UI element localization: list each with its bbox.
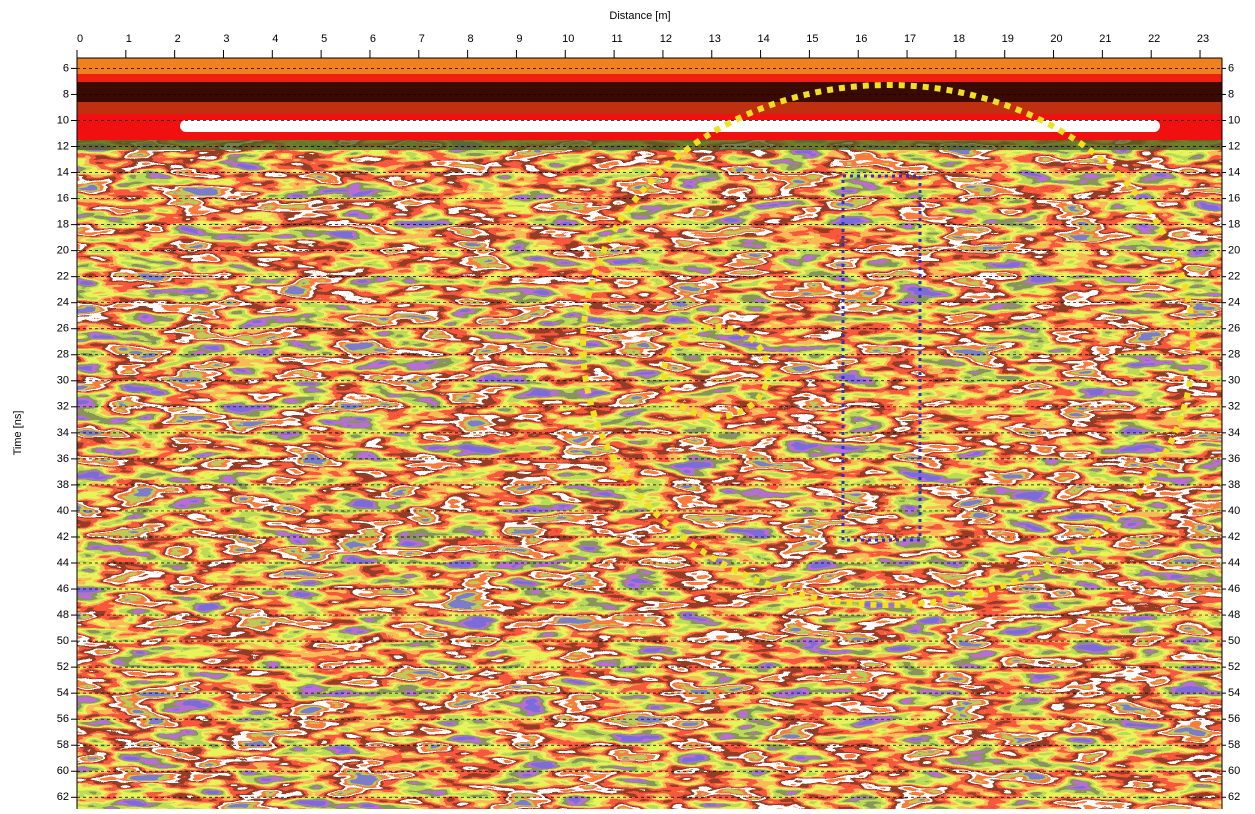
y-tick-label: 58	[1228, 739, 1240, 751]
y-tick-label: 50	[1228, 635, 1240, 647]
y-tick-label: 56	[57, 713, 69, 725]
y-tick-label: 22	[1228, 271, 1240, 283]
anomaly-outline	[580, 82, 1196, 608]
y-tick-label: 28	[1228, 349, 1240, 361]
y-tick-label: 18	[57, 219, 69, 231]
y-axis-label: Time [ns]	[12, 411, 24, 456]
y-tick-label: 10	[1228, 114, 1240, 126]
y-tick-label: 36	[57, 453, 69, 465]
surface-band	[77, 74, 1222, 82]
x-tick-label: 21	[1099, 33, 1111, 45]
y-tick-label: 22	[57, 271, 69, 283]
y-tick-label: 38	[1228, 479, 1240, 491]
y-tick-label: 40	[57, 505, 69, 517]
y-tick-label: 60	[1228, 765, 1240, 777]
x-tick-label: 6	[370, 33, 376, 45]
surface-band	[77, 82, 1222, 102]
x-tick-label: 16	[855, 33, 867, 45]
y-tick-label: 20	[57, 245, 69, 257]
x-tick-label: 17	[904, 33, 916, 45]
y-tick-label: 34	[1228, 427, 1240, 439]
anomaly-outline	[661, 324, 771, 420]
x-tick-label: 18	[953, 33, 965, 45]
y-tick-label: 32	[57, 401, 69, 413]
x-tick-label: 5	[321, 33, 327, 45]
x-tick-label: 12	[660, 33, 672, 45]
y-tick-label: 44	[1228, 557, 1240, 569]
x-tick-label: 19	[1002, 33, 1014, 45]
y-tick-label: 10	[57, 114, 69, 126]
y-tick-label: 14	[1228, 166, 1240, 178]
y-tick-label: 16	[57, 192, 69, 204]
reflection-texture	[77, 58, 1222, 809]
x-tick-label: 7	[419, 33, 425, 45]
y-tick-label: 30	[57, 375, 69, 387]
x-tick-label: 11	[611, 33, 622, 45]
x-tick-label: 0	[77, 33, 83, 45]
y-tick-label: 48	[57, 609, 69, 621]
y-tick-label: 42	[57, 531, 69, 543]
x-tick-label: 1	[126, 33, 132, 45]
y-tick-label: 14	[57, 166, 69, 178]
y-tick-label: 24	[1228, 297, 1240, 309]
radargram-image	[77, 58, 1222, 809]
y-tick-label: 56	[1228, 713, 1240, 725]
x-tick-label: 15	[806, 33, 818, 45]
y-tick-label: 36	[1228, 453, 1240, 465]
x-tick-label: 10	[562, 33, 574, 45]
y-tick-label: 46	[57, 583, 69, 595]
x-tick-label: 9	[516, 33, 522, 45]
y-tick-label: 62	[1228, 791, 1240, 803]
y-tick-label: 52	[57, 661, 69, 673]
x-tick-label: 3	[223, 33, 229, 45]
x-tick-label: 20	[1050, 33, 1062, 45]
y-tick-label: 26	[57, 323, 69, 335]
x-tick-label: 2	[175, 33, 181, 45]
y-tick-label: 54	[1228, 687, 1240, 699]
y-tick-label: 46	[1228, 583, 1240, 595]
x-tick-label: 4	[272, 33, 278, 45]
y-tick-label: 16	[1228, 192, 1240, 204]
y-tick-label: 60	[57, 765, 69, 777]
y-tick-label: 50	[57, 635, 69, 647]
y-tick-label: 52	[1228, 661, 1240, 673]
surface-band	[180, 120, 1160, 132]
y-tick-label: 34	[57, 427, 69, 439]
anomaly-box	[841, 174, 922, 542]
y-tick-label: 58	[57, 739, 69, 751]
x-tick-label: 8	[468, 33, 474, 45]
y-tick-label: 26	[1228, 323, 1240, 335]
grid	[77, 68, 1222, 798]
x-tick-label: 23	[1197, 33, 1209, 45]
x-axis-label: Distance [m]	[609, 10, 670, 22]
y-tick-label: 8	[63, 88, 69, 100]
y-tick-label: 38	[57, 479, 69, 491]
surface-band	[77, 102, 1222, 114]
y-tick-label: 6	[63, 62, 69, 74]
y-tick-label: 32	[1228, 401, 1240, 413]
y-tick-label: 12	[1228, 140, 1240, 152]
y-tick-label: 8	[1228, 88, 1234, 100]
y-tick-label: 20	[1228, 245, 1240, 257]
y-tick-label: 12	[57, 140, 69, 152]
y-tick-label: 42	[1228, 531, 1240, 543]
y-tick-label: 62	[57, 791, 69, 803]
y-tick-label: 18	[1228, 219, 1240, 231]
y-tick-label: 40	[1228, 505, 1240, 517]
y-tick-label: 44	[57, 557, 69, 569]
x-tick-label: 13	[709, 33, 721, 45]
y-tick-label: 24	[57, 297, 69, 309]
y-tick-label: 54	[57, 687, 69, 699]
y-tick-label: 48	[1228, 609, 1240, 621]
surface-band	[77, 58, 1222, 74]
x-tick-label: 14	[757, 33, 769, 45]
surface-band	[77, 140, 1222, 150]
y-tick-label: 6	[1228, 62, 1234, 74]
x-tick-label: 22	[1148, 33, 1160, 45]
y-tick-label: 28	[57, 349, 69, 361]
y-tick-label: 30	[1228, 375, 1240, 387]
